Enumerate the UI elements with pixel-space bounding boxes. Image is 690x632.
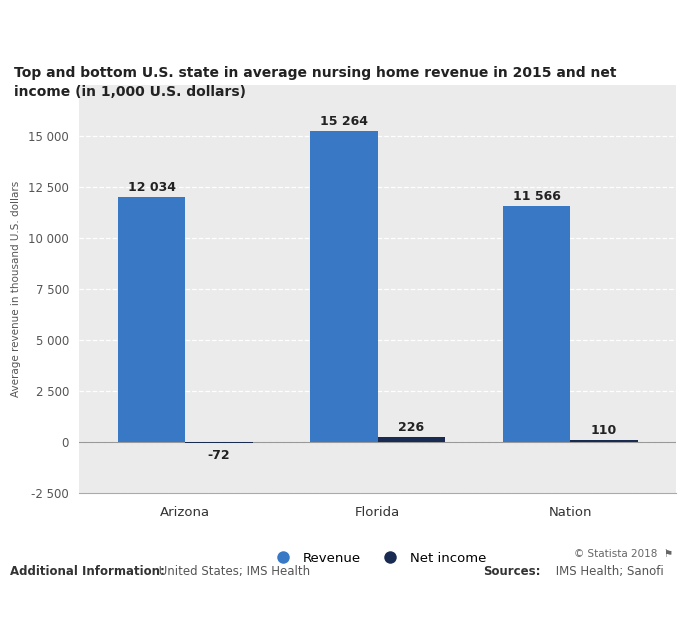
Text: 110: 110 — [591, 423, 617, 437]
Text: Top and bottom U.S. state in average nursing home revenue in 2015 and net
income: Top and bottom U.S. state in average nur… — [14, 66, 616, 99]
Text: United States; IMS Health: United States; IMS Health — [155, 565, 310, 578]
Bar — [310, 131, 378, 442]
Text: 15 264: 15 264 — [320, 115, 368, 128]
Bar — [571, 440, 638, 442]
Text: -72: -72 — [208, 449, 230, 461]
Bar — [185, 442, 253, 444]
Text: 11 566: 11 566 — [513, 190, 560, 204]
Bar — [378, 437, 445, 442]
Text: IMS Health; Sanofi: IMS Health; Sanofi — [552, 565, 664, 578]
Text: Sources:: Sources: — [483, 565, 540, 578]
Bar — [118, 197, 185, 442]
Bar — [503, 206, 571, 442]
Text: Additional Information:: Additional Information: — [10, 565, 165, 578]
Legend: Revenue, Net income: Revenue, Net income — [264, 547, 491, 570]
Text: © Statista 2018  ⚑: © Statista 2018 ⚑ — [573, 549, 673, 559]
Text: 12 034: 12 034 — [128, 181, 175, 193]
Text: 226: 226 — [398, 422, 424, 434]
Y-axis label: Average revenue in thousand U.S. dollars: Average revenue in thousand U.S. dollars — [11, 181, 21, 398]
